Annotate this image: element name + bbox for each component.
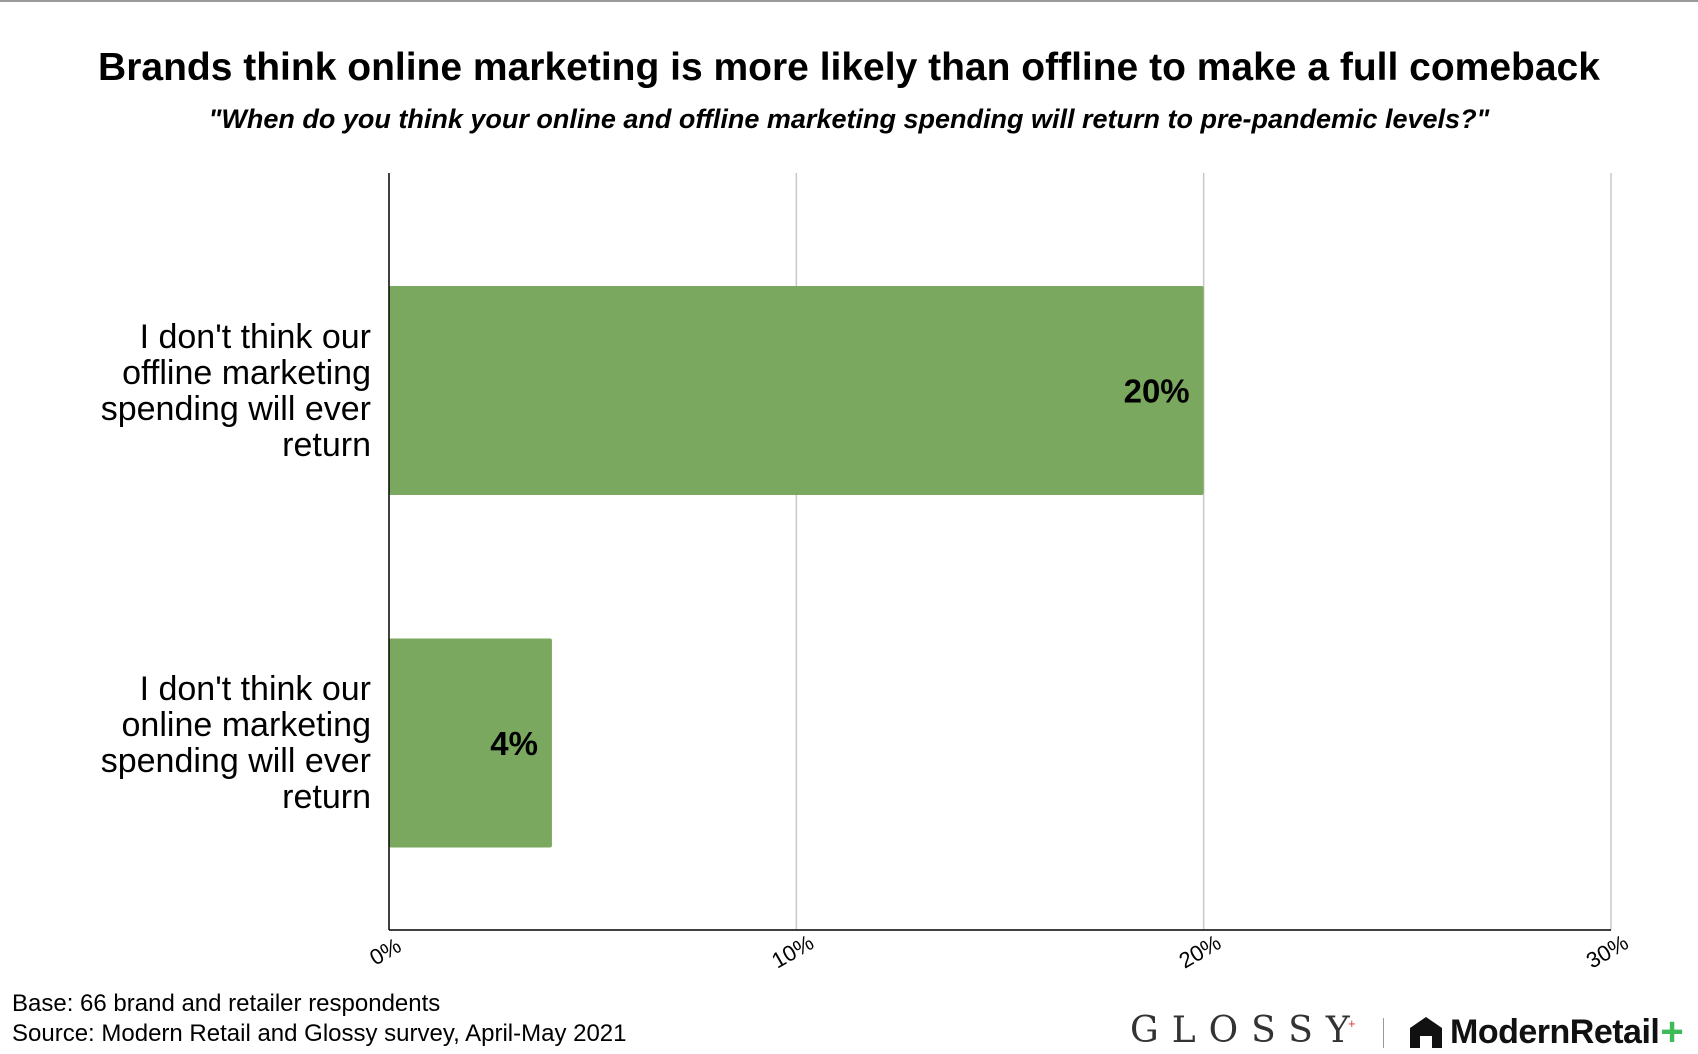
bar	[389, 638, 552, 848]
x-tick-label: 30%	[1582, 930, 1633, 974]
top-border	[0, 0, 1698, 2]
source-note: Source: Modern Retail and Glossy survey,…	[12, 1020, 627, 1047]
glossy-logo: GLOSSY	[1130, 1010, 1363, 1051]
modern-retail-wordmark: ModernRetail	[1450, 1012, 1660, 1051]
category-label: I don't think our offline marketing spendi…	[71, 319, 371, 463]
category-label: I don't think our online marketing spendin…	[71, 671, 371, 815]
bar	[389, 286, 1204, 495]
category-label-line: spending will ever	[100, 742, 371, 780]
logo-divider	[1383, 1018, 1384, 1048]
x-tick-label: 20%	[1175, 930, 1226, 974]
category-label-line: online marketing	[121, 706, 371, 744]
modern-retail-logo: ModernRetail +	[1408, 1012, 1684, 1052]
data-label: 4%	[490, 725, 538, 762]
data-label: 20%	[1124, 373, 1190, 410]
chart-subtitle: "When do you think your online and offli…	[208, 104, 1490, 134]
modern-retail-house-icon	[1410, 1017, 1442, 1048]
category-label-line: return	[282, 425, 371, 464]
glossy-plus-icon: +	[1348, 1016, 1356, 1031]
category-label-line: offline marketing	[122, 353, 371, 392]
category-label-line: return	[282, 778, 371, 816]
category-label-line: spending will ever	[100, 389, 371, 428]
modern-retail-plus-icon: +	[1660, 1010, 1684, 1054]
chart-title: Brands think online marketing is more li…	[98, 46, 1600, 89]
x-tick-label: 10%	[767, 930, 818, 974]
x-tick-label: 0%	[365, 933, 405, 971]
category-label-line: I don't think our	[139, 670, 371, 708]
category-label-line: I don't think our	[139, 317, 371, 356]
base-note: Base: 66 brand and retailer respondents	[12, 990, 441, 1017]
